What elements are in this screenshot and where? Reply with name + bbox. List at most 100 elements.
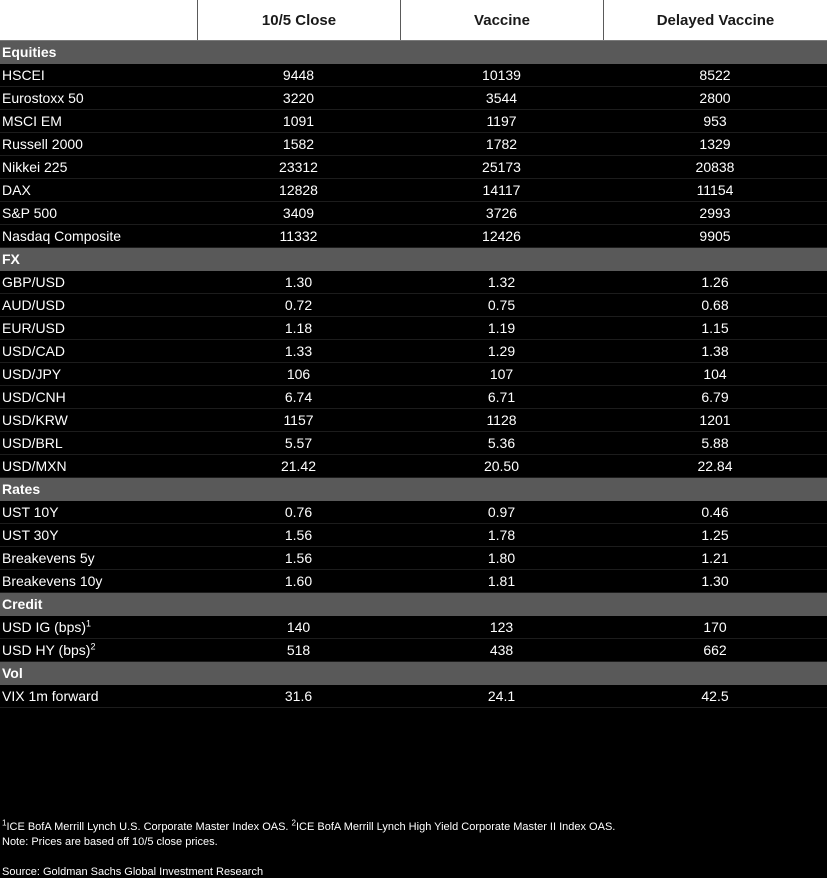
section-fx: FX [0, 248, 827, 271]
row-label: USD/KRW [2, 412, 68, 428]
row-label: USD/CAD [2, 343, 66, 359]
table-row: USD HY (bps)2 518 438 662 [0, 639, 827, 662]
vaccine-value: 1782 [485, 136, 518, 152]
close-value: 0.76 [284, 504, 313, 520]
vaccine-value: 20.50 [483, 458, 520, 474]
close-value: 1.18 [284, 320, 313, 336]
vaccine-value: 1.32 [487, 274, 516, 290]
vaccine-value: 12426 [482, 228, 521, 244]
delayed-value: 0.46 [701, 504, 729, 520]
vaccine-value: 5.36 [487, 435, 516, 451]
close-value: 106 [286, 366, 311, 382]
delayed-value: 104 [703, 366, 727, 382]
row-label: Breakevens 10y [2, 573, 103, 589]
close-value: 12828 [279, 182, 318, 198]
table-row: USD/KRW 1157 1128 1201 [0, 409, 827, 432]
close-value: 21.42 [280, 458, 317, 474]
close-value: 1.30 [284, 274, 313, 290]
delayed-value: 1.21 [701, 550, 729, 566]
close-value: 1582 [282, 136, 315, 152]
vaccine-value: 10139 [482, 67, 521, 83]
row-label: UST 30Y [2, 527, 59, 543]
footnote-note: Note: Prices are based off 10/5 close pr… [2, 836, 218, 848]
close-value: 1.56 [284, 527, 313, 543]
close-value: 23312 [279, 159, 318, 175]
header-vaccine: Vaccine [400, 0, 603, 40]
delayed-value: 5.88 [701, 435, 729, 451]
vaccine-value: 123 [489, 619, 514, 635]
vaccine-value: 1197 [486, 113, 517, 129]
table-row: AUD/USD 0.72 0.75 0.68 [0, 294, 827, 317]
table-row: S&P 500 3409 3726 2993 [0, 202, 827, 225]
footnote-sup-1: 1 [2, 818, 7, 828]
close-value: 1091 [282, 113, 315, 129]
close-value: 518 [286, 642, 311, 658]
footnote-sup-2: 2 [291, 818, 296, 828]
delayed-value: 2993 [699, 205, 731, 221]
delayed-value: 22.84 [697, 458, 733, 474]
section-vol: Vol [0, 662, 827, 685]
row-label-text: USD IG (bps) [2, 619, 87, 635]
vaccine-value: 1.78 [487, 527, 516, 543]
section-credit: Credit [0, 593, 827, 616]
footnote-line-1: 1ICE BofA Merrill Lynch U.S. Corporate M… [2, 818, 825, 835]
delayed-value: 1.15 [701, 320, 729, 336]
table-row: VIX 1m forward 31.6 24.1 42.5 [0, 685, 827, 708]
close-value: 1157 [283, 412, 314, 428]
vaccine-value: 3726 [485, 205, 518, 221]
vaccine-value: 0.97 [487, 504, 516, 520]
vaccine-value: 0.75 [487, 297, 516, 313]
delayed-value: 0.68 [701, 297, 729, 313]
close-value: 0.72 [284, 297, 313, 313]
close-value: 31.6 [284, 688, 313, 704]
table-row: Nasdaq Composite 11332 12426 9905 [0, 225, 827, 248]
delayed-value: 170 [703, 619, 727, 635]
row-label: USD/JPY [2, 366, 62, 382]
table-row: USD/JPY 106 107 104 [0, 363, 827, 386]
row-label-text: USD HY (bps) [2, 642, 91, 658]
vaccine-value: 1.19 [487, 320, 516, 336]
row-label: MSCI EM [2, 113, 62, 129]
delayed-value: 1329 [699, 136, 731, 152]
delayed-value: 42.5 [701, 688, 729, 704]
header-empty-cell [0, 0, 197, 40]
close-value: 1.60 [284, 573, 313, 589]
delayed-value: 20838 [695, 159, 735, 175]
table-row: Eurostoxx 50 3220 3544 2800 [0, 87, 827, 110]
vaccine-value: 1128 [486, 412, 517, 428]
delayed-value: 11154 [696, 182, 734, 198]
header-delayed-vaccine: Delayed Vaccine [603, 0, 827, 40]
section-equities: Equities [0, 41, 827, 64]
row-label: Nikkei 225 [2, 159, 68, 175]
delayed-value: 6.79 [701, 389, 729, 405]
close-value: 5.57 [284, 435, 313, 451]
footnote-text-2: ICE BofA Merrill Lynch High Yield Corpor… [296, 821, 616, 833]
vaccine-value: 24.1 [487, 688, 516, 704]
delayed-value: 9905 [699, 228, 731, 244]
row-label: HSCEI [2, 67, 45, 83]
row-label: S&P 500 [2, 205, 58, 221]
table-row: USD/CNH 6.74 6.71 6.79 [0, 386, 827, 409]
table-row: Nikkei 225 23312 25173 20838 [0, 156, 827, 179]
table-row: USD/CAD 1.33 1.29 1.38 [0, 340, 827, 363]
vaccine-value: 438 [489, 642, 514, 658]
row-label: USD IG (bps)1 [0, 616, 197, 638]
vaccine-value: 1.80 [487, 550, 516, 566]
delayed-value: 1.30 [701, 573, 729, 589]
row-label: USD/MXN [2, 458, 67, 474]
table-row: UST 30Y 1.56 1.78 1.25 [0, 524, 827, 547]
table-row: USD/BRL 5.57 5.36 5.88 [0, 432, 827, 455]
row-label: USD HY (bps)2 [0, 639, 197, 661]
row-label: Breakevens 5y [2, 550, 95, 566]
header-10-5-close: 10/5 Close [197, 0, 400, 40]
row-label: VIX 1m forward [2, 688, 99, 704]
close-value: 6.74 [284, 389, 313, 405]
close-value: 9448 [282, 67, 315, 83]
delayed-value: 662 [703, 642, 727, 658]
close-value: 1.56 [284, 550, 313, 566]
row-label: GBP/USD [2, 274, 66, 290]
vaccine-value: 1.29 [487, 343, 516, 359]
row-label: AUD/USD [2, 297, 66, 313]
footnote-marker: 2 [90, 641, 96, 652]
row-label: Eurostoxx 50 [2, 90, 84, 106]
